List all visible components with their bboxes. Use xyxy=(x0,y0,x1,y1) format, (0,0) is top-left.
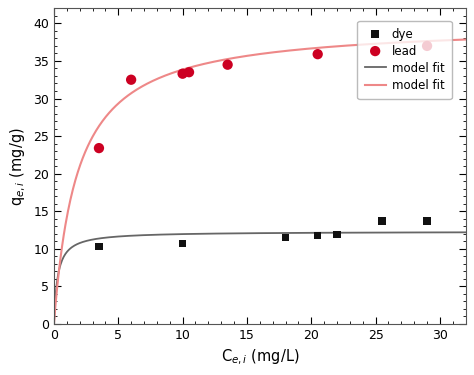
Point xyxy=(423,218,431,224)
Legend: dye, lead, model fit, model fit: dye, lead, model fit, model fit xyxy=(357,21,452,99)
Point xyxy=(128,77,135,83)
Y-axis label: q$_{e,i}$ (mg/g): q$_{e,i}$ (mg/g) xyxy=(9,127,27,206)
X-axis label: C$_{e,i}$ (mg/L): C$_{e,i}$ (mg/L) xyxy=(220,347,299,367)
Point xyxy=(179,71,186,77)
Point xyxy=(333,231,341,237)
Point xyxy=(282,234,289,240)
Point xyxy=(314,51,321,57)
Point xyxy=(95,145,103,151)
Point xyxy=(179,240,186,246)
Point xyxy=(95,243,103,249)
Point xyxy=(378,218,386,224)
Point xyxy=(224,62,231,68)
Point xyxy=(185,69,193,75)
Point xyxy=(423,43,431,49)
Point xyxy=(314,232,321,238)
